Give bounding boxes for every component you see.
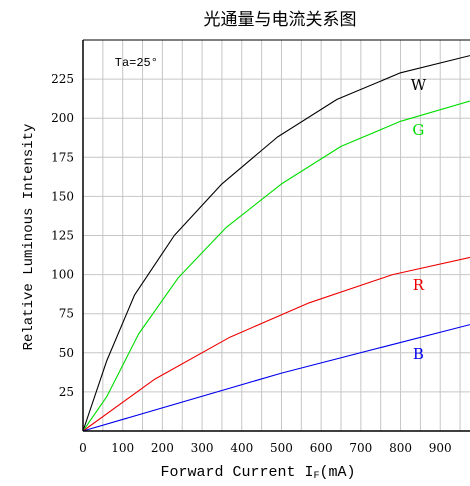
series-line-w <box>82 55 470 432</box>
y-tick-label: 125 <box>51 229 74 243</box>
x-axis-label-unit: (mA) <box>320 464 356 481</box>
x-axis-label-subscript: F <box>314 471 320 482</box>
y-axis-label: Relative Luminous Intensity <box>21 124 37 351</box>
series-line-g <box>82 100 470 432</box>
axes <box>82 39 470 432</box>
series-line-b <box>82 324 470 432</box>
grid <box>82 40 470 431</box>
series-label-w: W <box>411 76 427 94</box>
x-tick-label: 600 <box>310 441 333 455</box>
x-tick-label: 900 <box>429 441 452 455</box>
ambient-temperature-annotation: Ta=25° <box>115 56 158 70</box>
x-tick-label: 700 <box>349 441 372 455</box>
y-tick-labels: 25 50 75 100 125 150 175 200 225 <box>51 72 74 399</box>
x-tick-label: 200 <box>151 441 174 455</box>
series-labels: W G R B <box>411 76 427 363</box>
chart-title: 光通量与电流关系图 <box>204 10 357 30</box>
x-tick-label: 400 <box>230 441 253 455</box>
x-tick-label: 500 <box>270 441 293 455</box>
x-tick-label: 800 <box>389 441 412 455</box>
y-tick-label: 50 <box>59 346 74 360</box>
y-tick-label: 175 <box>51 150 74 164</box>
series-line-r <box>82 256 470 432</box>
y-tick-label: 225 <box>51 72 74 86</box>
y-tick-label: 25 <box>59 385 74 399</box>
series-label-b: B <box>413 345 424 363</box>
x-tick-label: 100 <box>111 441 134 455</box>
series-label-g: G <box>412 121 424 139</box>
y-tick-label: 200 <box>51 111 74 125</box>
series-lines <box>82 55 470 432</box>
x-axis-label-main: Forward Current I <box>160 464 313 481</box>
x-tick-label: 0 <box>79 441 87 455</box>
series-label-r: R <box>413 276 425 294</box>
x-tick-labels: 0 100 200 300 400 500 600 700 800 900 <box>79 441 452 455</box>
y-tick-label: 75 <box>59 307 74 321</box>
y-tick-label: 100 <box>51 268 74 282</box>
x-tick-label: 300 <box>191 441 214 455</box>
y-tick-label: 150 <box>51 189 74 203</box>
x-axis-label: Forward Current IF(mA) <box>160 464 355 482</box>
